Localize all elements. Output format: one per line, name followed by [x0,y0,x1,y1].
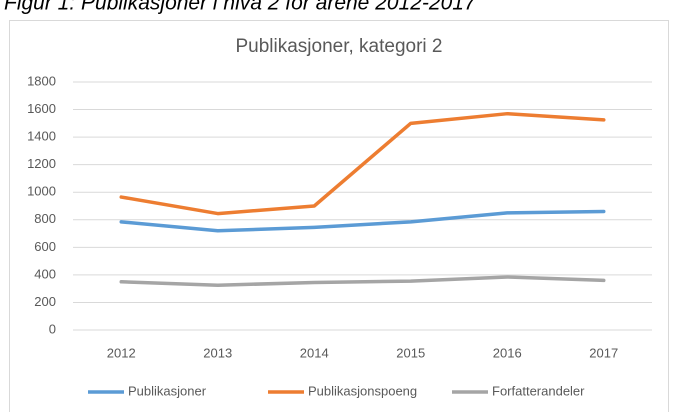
legend-label: Publikasjoner [128,383,207,398]
y-tick-label: 1600 [27,101,56,116]
y-tick-label: 1000 [27,184,56,199]
series-line [119,275,606,287]
figure-caption: Figur 1: Publikasjoner i nivå 2 for åren… [4,0,477,15]
series-line [119,209,606,233]
y-tick-label: 600 [34,239,56,254]
x-tick-label: 2015 [396,345,425,360]
x-tick-label: 2017 [589,345,618,360]
legend-label: Forfatterandeler [492,383,585,398]
chart-title: Publikasjoner, kategori 2 [235,36,442,57]
legend-label: Publikasjonspoeng [308,383,417,398]
y-tick-label: 1800 [27,73,56,88]
x-tick-label: 2014 [300,345,329,360]
y-tick-label: 800 [34,211,56,226]
x-tick-label: 2016 [493,345,522,360]
y-tick-label: 200 [34,294,56,309]
x-tick-label: 2013 [203,345,232,360]
y-tick-label: 1400 [27,129,56,144]
y-tick-label: 0 [49,321,56,336]
series-line [119,111,606,216]
y-tick-label: 1200 [27,156,56,171]
y-tick-label: 400 [34,266,56,281]
x-tick-label: 2012 [107,345,136,360]
chart-frame [9,20,669,412]
